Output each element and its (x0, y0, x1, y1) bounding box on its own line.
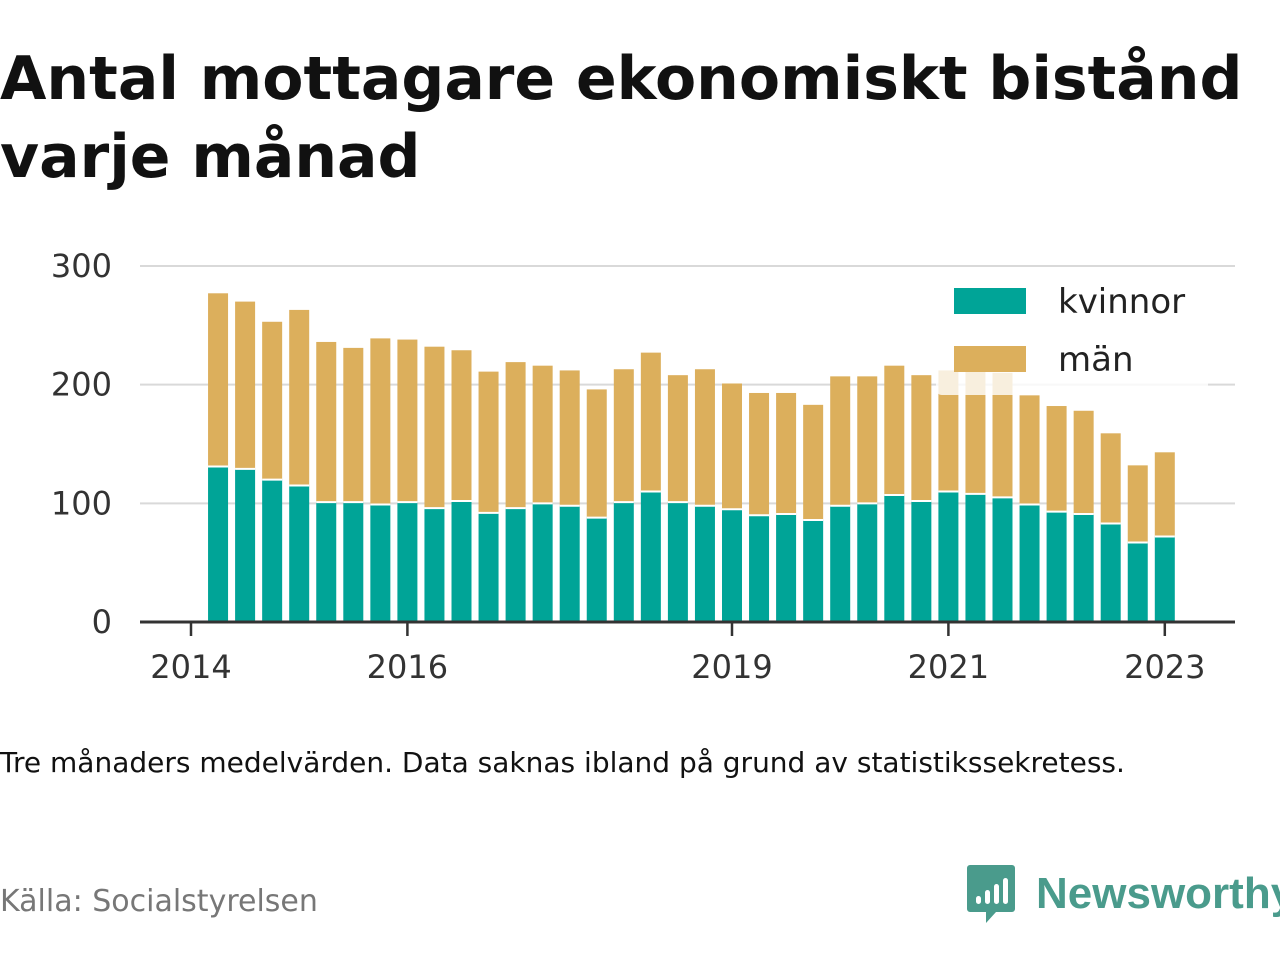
bar-kvinnor (830, 505, 851, 622)
y-tick-label: 0 (92, 603, 112, 641)
bar-man (965, 371, 986, 494)
bar-kvinnor (884, 495, 905, 622)
bar-kvinnor (1019, 504, 1040, 622)
bar-kvinnor (478, 512, 499, 622)
bar-kvinnor (776, 514, 797, 622)
bar-man (370, 338, 391, 505)
bar-man (1046, 406, 1067, 512)
bar-man (911, 375, 932, 501)
chart-area: 0 100 200 300 2014 2016 2019 2021 2023 kvinnor mä… (51, 247, 1235, 686)
bar-man (397, 339, 418, 503)
bar-man (1100, 433, 1121, 524)
bar-man (505, 362, 526, 509)
bar-man (235, 301, 256, 469)
brand-logo: Newsworthy (966, 862, 1280, 926)
legend-swatch (954, 346, 1026, 372)
bar-kvinnor (722, 509, 742, 622)
y-tick-label: 100 (51, 484, 112, 522)
bar-kvinnor (289, 485, 310, 622)
bar-kvinnor (857, 503, 878, 622)
bar-kvinnor (424, 508, 445, 622)
bar-man (478, 371, 499, 513)
bar-kvinnor (586, 517, 607, 622)
x-tick-label: 2014 (150, 648, 231, 686)
bar-man (532, 365, 553, 504)
bar-kvinnor (208, 466, 229, 622)
y-tick-label: 200 (51, 366, 112, 404)
bar-kvinnor (235, 468, 256, 622)
y-tick-label: 300 (51, 247, 112, 285)
bar-kvinnor (397, 502, 418, 622)
axes-group: 0 100 200 300 2014 2016 2019 2021 2023 (51, 247, 1235, 686)
bar-kvinnor (965, 493, 986, 622)
bar-kvinnor (992, 497, 1013, 622)
bar-man (613, 369, 634, 503)
bar-kvinnor (640, 491, 661, 622)
bar-man (722, 383, 742, 510)
x-tick-label: 2019 (691, 648, 772, 686)
bar-kvinnor (1100, 523, 1121, 622)
bar-man (938, 370, 959, 492)
bar-man (289, 309, 310, 486)
bar-kvinnor (613, 502, 634, 622)
bars-group (208, 293, 1175, 622)
bar-man (586, 389, 607, 518)
bar-man (559, 370, 580, 506)
bar-man (1073, 410, 1094, 515)
bar-kvinnor (1154, 536, 1175, 622)
bar-kvinnor (1073, 514, 1094, 622)
bar-man (262, 321, 283, 480)
source-credit: Källa: Socialstyrelsen (0, 884, 318, 919)
bar-man (667, 375, 688, 503)
bar-kvinnor (262, 479, 283, 622)
bar-man (640, 352, 661, 492)
bar-kvinnor (938, 491, 959, 622)
legend-swatch (954, 288, 1026, 314)
bar-man (343, 347, 364, 503)
bar-man (776, 392, 797, 515)
bar-man (803, 404, 824, 520)
bar-kvinnor (559, 505, 580, 622)
bar-man (694, 369, 715, 506)
bar-man (1154, 452, 1175, 537)
x-tick-label: 2023 (1124, 648, 1205, 686)
bar-man (884, 365, 905, 496)
newsworthy-logo-icon (967, 865, 1015, 923)
bar-man (208, 293, 229, 467)
bar-kvinnor (911, 500, 932, 622)
bar-kvinnor (451, 500, 472, 622)
legend-label: kvinnor (1058, 282, 1185, 322)
bar-kvinnor (803, 519, 824, 622)
bar-kvinnor (505, 508, 526, 622)
chart-note: Tre månaders medelvärden. Data saknas ib… (0, 746, 1125, 779)
bar-man (1019, 395, 1040, 505)
x-tick-label: 2021 (908, 648, 989, 686)
bar-man (857, 376, 878, 504)
bar-kvinnor (749, 515, 770, 622)
bar-kvinnor (694, 505, 715, 622)
bar-man (316, 341, 337, 503)
legend: kvinnor män (936, 270, 1208, 395)
bar-kvinnor (532, 503, 553, 622)
bar-kvinnor (343, 502, 364, 622)
x-tick-label: 2016 (367, 648, 448, 686)
brand-name: Newsworthy (1036, 869, 1280, 918)
bar-kvinnor (1127, 542, 1148, 622)
bar-man (830, 376, 851, 506)
bar-man (749, 392, 770, 516)
bar-kvinnor (1046, 511, 1067, 622)
bar-kvinnor (370, 504, 391, 622)
chart-title: Antal mottagare ekonomiskt bistånd varje… (0, 44, 1243, 192)
bar-man (1127, 465, 1148, 543)
bar-man (424, 346, 445, 509)
bar-man (451, 350, 472, 501)
bar-man (992, 372, 1013, 498)
bar-kvinnor (667, 502, 688, 622)
legend-label: män (1058, 340, 1134, 380)
bar-kvinnor (316, 502, 337, 622)
